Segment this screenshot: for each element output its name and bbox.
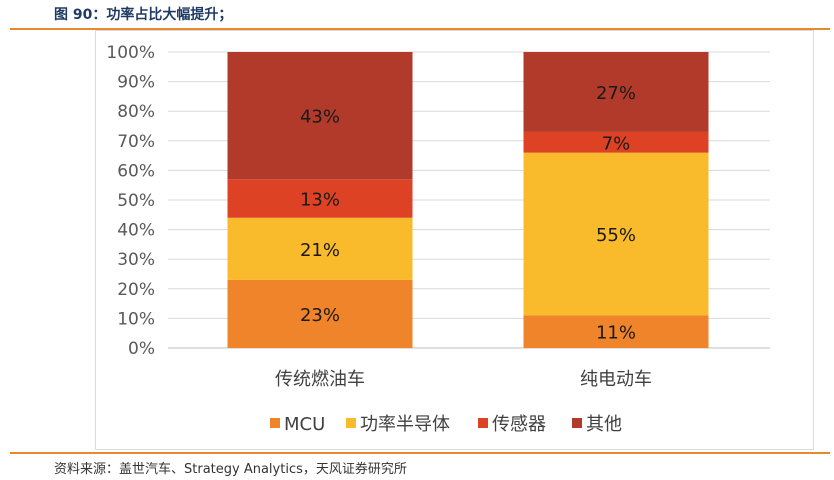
legend-label: 传感器 — [492, 414, 546, 435]
y-tick-label: 80% — [117, 102, 155, 122]
y-tick-label: 60% — [117, 161, 155, 181]
y-tick-label: 50% — [117, 191, 155, 211]
legend-swatch — [346, 418, 356, 428]
y-tick-label: 40% — [117, 221, 155, 241]
x-category-label: 纯电动车 — [580, 369, 652, 390]
bar-segment — [227, 179, 413, 218]
chart-frame — [95, 30, 814, 450]
data-label: 27% — [596, 83, 636, 104]
source-note: 资料来源：盖世汽车、Strategy Analytics，天风证券研究所 — [54, 462, 407, 477]
bar-segment — [523, 52, 709, 132]
data-label: 21% — [300, 240, 340, 261]
y-tick-label: 20% — [117, 280, 155, 300]
y-tick-label: 30% — [117, 250, 155, 270]
legend-swatch — [478, 418, 488, 428]
bar-segment — [227, 217, 413, 280]
data-label: 7% — [602, 133, 631, 154]
bar-segment — [227, 52, 413, 180]
x-category-label: 传统燃油车 — [275, 369, 365, 390]
data-label: 43% — [300, 107, 340, 128]
bar-segment — [227, 279, 413, 348]
data-label: 55% — [596, 225, 636, 246]
legend-swatch — [572, 418, 582, 428]
bottom-rule — [10, 452, 830, 454]
bar-segment — [523, 131, 709, 153]
y-tick-label: 70% — [117, 132, 155, 152]
y-tick-label: 0% — [128, 339, 155, 359]
bar-segment — [523, 315, 709, 348]
legend-label: 功率半导体 — [360, 414, 450, 435]
data-label: 13% — [300, 190, 340, 211]
y-tick-label: 90% — [117, 73, 155, 93]
y-tick-label: 10% — [117, 309, 155, 329]
legend-swatch — [270, 418, 280, 428]
legend-label: MCU — [284, 414, 325, 435]
top-rule — [10, 28, 830, 30]
bar-segment — [523, 152, 709, 316]
data-label: 23% — [300, 305, 340, 326]
y-tick-label: 100% — [106, 43, 155, 63]
legend-label: 其他 — [586, 414, 622, 435]
data-label: 11% — [596, 323, 636, 344]
figure-title: 图 90：功率占比大幅提升； — [54, 7, 233, 23]
